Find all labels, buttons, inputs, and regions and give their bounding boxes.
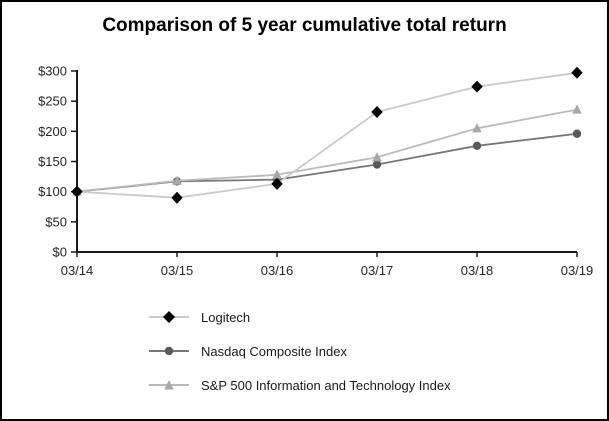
marker-triangle	[572, 104, 582, 114]
y-tick-label: $150	[38, 154, 67, 169]
marker-circle	[372, 160, 382, 169]
series-line-0	[76, 71, 578, 199]
legend-item-nasdaq: Nasdaq Composite Index	[147, 334, 451, 368]
x-tick-label: 03/17	[361, 263, 394, 278]
marker-triangle	[372, 152, 382, 162]
diamond-marker-icon	[149, 311, 189, 323]
marker-diamond	[471, 80, 483, 93]
marker-diamond	[271, 177, 283, 190]
y-tick-label: $300	[38, 64, 67, 79]
marker-diamond	[571, 66, 583, 79]
marker-triangle	[172, 175, 182, 185]
x-tick-label: 03/19	[561, 263, 594, 278]
x-tick-label: 03/18	[461, 263, 494, 278]
marker-diamond	[371, 106, 383, 119]
x-tick-label: 03/16	[261, 263, 294, 278]
legend-item-sp500it: S&P 500 Information and Technology Index	[147, 368, 451, 402]
y-tick-label: $50	[45, 214, 67, 229]
x-tick-label: 03/15	[161, 263, 194, 278]
marker-triangle	[272, 169, 282, 179]
y-tick-label: $0	[53, 245, 67, 260]
marker-diamond	[71, 185, 83, 198]
circle-marker-icon	[149, 346, 189, 356]
triangle-marker-icon	[149, 380, 189, 390]
marker-circle	[572, 129, 582, 138]
legend-label-nasdaq: Nasdaq Composite Index	[201, 343, 347, 359]
chart-legend: Logitech Nasdaq Composite Index S&P 500 …	[147, 300, 451, 402]
chart-title: Comparison of 5 year cumulative total re…	[102, 15, 507, 36]
marker-diamond	[171, 191, 183, 204]
legend-label-logitech: Logitech	[201, 309, 251, 325]
y-tick-label: $100	[38, 184, 67, 199]
series-line-2	[76, 108, 578, 193]
y-tick-label: $250	[38, 94, 67, 109]
plot-area: $0 $50 $100 $150 $200 $250 $300 03/14 03/15 03/16…	[38, 64, 594, 279]
marker-circle	[472, 141, 482, 151]
x-tick-label: 03/14	[61, 263, 94, 278]
legend-item-logitech: Logitech	[147, 300, 451, 334]
marker-triangle	[472, 123, 482, 133]
y-tick-label: $200	[38, 124, 67, 139]
legend-label-sp500it: S&P 500 Information and Technology Index	[201, 377, 451, 393]
